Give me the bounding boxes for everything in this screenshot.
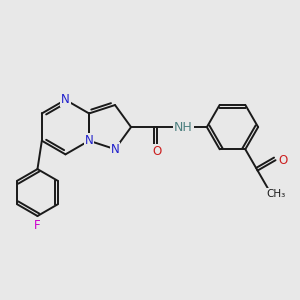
Text: CH₃: CH₃ — [266, 189, 286, 199]
Text: O: O — [278, 154, 288, 167]
Text: N: N — [111, 143, 119, 156]
Text: F: F — [34, 219, 41, 232]
Text: N: N — [85, 134, 93, 147]
Text: O: O — [153, 145, 162, 158]
Text: N: N — [61, 93, 70, 106]
Text: NH: NH — [174, 121, 193, 134]
